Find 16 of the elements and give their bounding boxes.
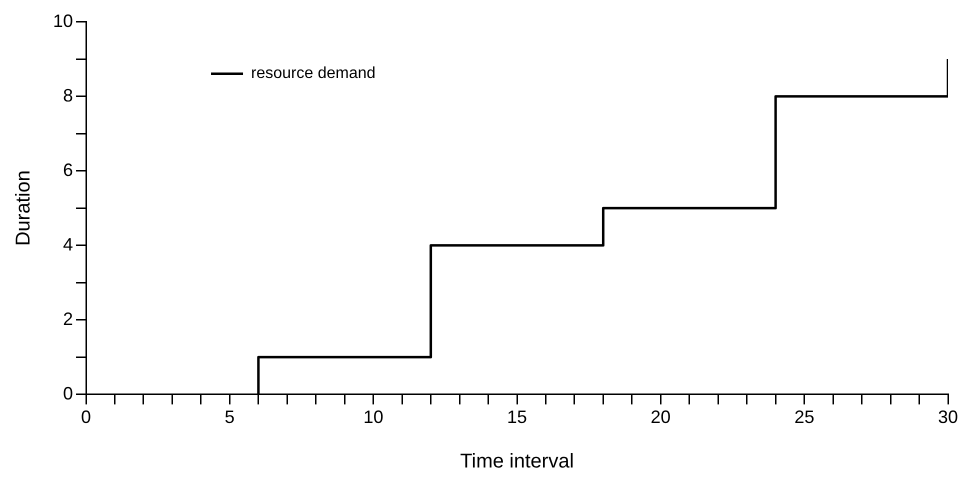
y-tick-label: 2 <box>63 308 74 329</box>
x-tick-label: 5 <box>224 407 235 428</box>
y-tick-label: 8 <box>63 85 74 106</box>
x-tick-label: 15 <box>506 407 528 428</box>
x-tick-label: 10 <box>363 407 384 428</box>
y-tick-label: 0 <box>63 383 74 404</box>
x-axis-title: Time interval <box>460 450 574 473</box>
y-tick-label: 4 <box>63 234 74 254</box>
y-tick-label: 10 <box>52 10 74 31</box>
x-tick-label: 25 <box>794 407 814 428</box>
x-tick-label: 20 <box>650 407 671 428</box>
y-tick-label: 6 <box>63 160 74 180</box>
x-tick-label: 30 <box>938 407 958 428</box>
legend-label: resource demand <box>251 65 376 82</box>
x-tick-label: 0 <box>81 407 92 428</box>
y-axis-title: Duration <box>12 170 35 246</box>
